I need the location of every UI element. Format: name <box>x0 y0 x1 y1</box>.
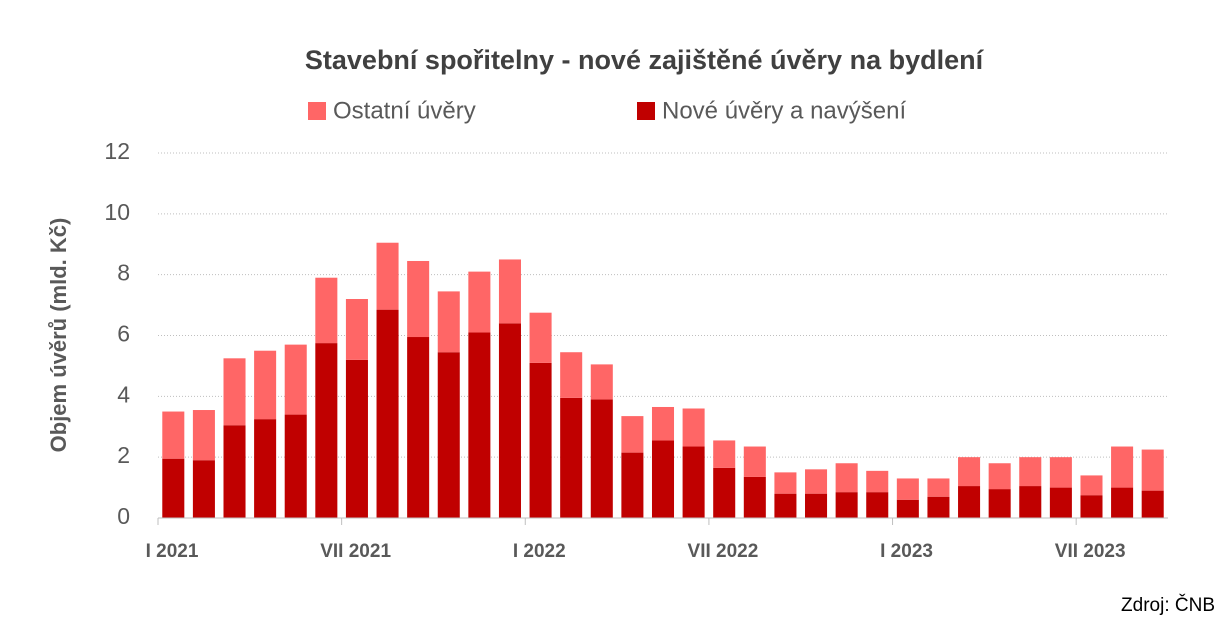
bar-segment <box>621 452 644 518</box>
bar-segment <box>1049 487 1072 518</box>
bar-segment <box>713 467 736 518</box>
y-tick-label: 4 <box>117 381 130 407</box>
x-tick-label: VII 2021 <box>320 541 391 562</box>
bar-segment <box>927 496 950 518</box>
bar-segment <box>866 492 889 518</box>
bar-segment <box>1111 487 1134 518</box>
bar-segment <box>866 470 889 493</box>
bar-segment <box>743 476 766 518</box>
bar-segment <box>254 350 277 420</box>
legend-swatch <box>308 102 326 120</box>
bar-segment <box>284 344 307 415</box>
bar-segment <box>223 425 246 518</box>
bar-segment <box>560 352 583 398</box>
bar-segment <box>437 352 460 518</box>
bar-segment <box>560 397 583 518</box>
bar-segment <box>927 478 950 497</box>
bar-segment <box>896 499 919 518</box>
x-tick-label: I 2021 <box>146 541 199 562</box>
bar-segment <box>1141 449 1164 491</box>
legend-label: Ostatní úvěry <box>333 97 476 124</box>
bar-segment <box>682 446 705 518</box>
y-tick-label: 12 <box>104 138 130 164</box>
bar-segment <box>345 359 368 518</box>
bar-segment <box>1019 486 1042 518</box>
x-tick-label: I 2023 <box>880 541 933 562</box>
bar-segment <box>498 323 521 518</box>
bar-segment <box>896 478 919 500</box>
y-tick-label: 2 <box>117 442 130 468</box>
legend-label: Nové úvěry a navýšení <box>662 97 906 124</box>
bar-segment <box>651 440 675 518</box>
legend-swatch <box>637 102 655 120</box>
bar-segment <box>835 463 858 493</box>
bar-segment <box>713 440 736 468</box>
bar-segment <box>1080 495 1103 518</box>
bar-segment <box>254 419 277 518</box>
bar-segment <box>1141 490 1164 518</box>
bar-segment <box>529 312 552 363</box>
bar-segment <box>407 337 430 518</box>
bar-segment <box>743 446 766 477</box>
bar-segment <box>315 343 338 518</box>
y-axis-label: Objem úvěrů (mld. Kč) <box>46 218 71 453</box>
bar-segment <box>1049 457 1072 488</box>
bar-segment <box>774 493 797 518</box>
bar-segment <box>805 469 828 494</box>
bar-segment <box>407 260 430 338</box>
bar-segment <box>284 414 307 518</box>
bar-segment <box>498 259 521 324</box>
bar-segment <box>162 411 185 459</box>
chart-title: Stavební spořitelny - nové zajištěné úvě… <box>305 45 985 75</box>
bar-segment <box>1080 475 1103 496</box>
source: Zdroj: ČNB <box>1121 594 1215 616</box>
bar-segment <box>376 309 399 518</box>
bar-segment <box>988 489 1011 518</box>
bar-segment <box>376 242 399 310</box>
bar-segment <box>468 271 491 333</box>
bar-segment <box>468 332 491 518</box>
bar-segment <box>958 486 981 518</box>
bar-segment <box>162 458 185 518</box>
bar-segment <box>192 410 215 461</box>
bar-segment <box>774 472 797 494</box>
x-tick-label: VII 2023 <box>1055 541 1126 562</box>
bar-segment <box>590 399 613 518</box>
bar-segment <box>192 460 215 518</box>
x-tick-label: VII 2022 <box>688 541 759 562</box>
bar-segment <box>621 416 644 453</box>
bar-segment <box>1111 446 1134 488</box>
bar-segment <box>437 291 460 353</box>
y-tick-label: 6 <box>117 321 130 347</box>
bar-segment <box>315 277 338 344</box>
bar-segment <box>651 406 675 441</box>
bar-segment <box>835 492 858 518</box>
bar-segment <box>958 457 981 487</box>
bar-segment <box>345 299 368 360</box>
bar-segment <box>529 362 552 518</box>
y-tick-label: 8 <box>117 260 130 286</box>
bar-segment <box>223 358 246 426</box>
y-tick-label: 10 <box>104 199 130 225</box>
bar-segment <box>682 408 705 447</box>
x-tick-label: I 2022 <box>513 541 566 562</box>
y-tick-label: 0 <box>117 503 130 529</box>
bar-segment <box>590 364 613 400</box>
bar-segment <box>1019 457 1042 487</box>
bar-segment <box>805 493 828 518</box>
bar-segment <box>988 463 1011 490</box>
